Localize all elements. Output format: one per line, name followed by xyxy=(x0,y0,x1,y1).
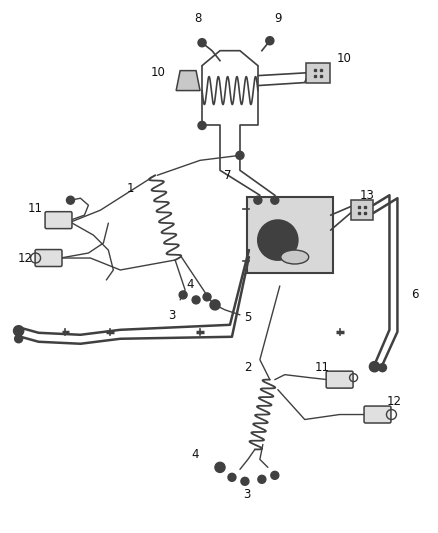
FancyBboxPatch shape xyxy=(45,212,72,229)
Circle shape xyxy=(192,296,200,304)
Text: 5: 5 xyxy=(244,311,251,325)
Circle shape xyxy=(14,326,24,336)
Text: 4: 4 xyxy=(191,448,199,461)
Ellipse shape xyxy=(281,250,309,264)
Circle shape xyxy=(266,228,290,252)
Circle shape xyxy=(244,480,247,483)
Circle shape xyxy=(273,474,276,477)
FancyBboxPatch shape xyxy=(326,371,353,388)
Circle shape xyxy=(198,39,206,47)
Circle shape xyxy=(198,122,206,130)
Text: 3: 3 xyxy=(243,488,251,501)
Text: 2: 2 xyxy=(244,361,252,374)
Circle shape xyxy=(230,476,233,479)
Text: 9: 9 xyxy=(274,12,282,25)
Circle shape xyxy=(254,196,262,204)
FancyBboxPatch shape xyxy=(306,63,330,83)
Circle shape xyxy=(236,151,244,159)
Polygon shape xyxy=(176,71,200,91)
Circle shape xyxy=(258,220,298,260)
Circle shape xyxy=(215,462,225,472)
FancyBboxPatch shape xyxy=(350,200,372,220)
Text: 6: 6 xyxy=(411,288,418,301)
Text: 13: 13 xyxy=(360,189,375,201)
Circle shape xyxy=(241,478,249,486)
Circle shape xyxy=(273,235,283,245)
Circle shape xyxy=(205,295,208,298)
Circle shape xyxy=(14,335,23,343)
FancyBboxPatch shape xyxy=(247,197,332,273)
Circle shape xyxy=(194,298,198,301)
Text: 10: 10 xyxy=(151,66,166,79)
Circle shape xyxy=(271,196,279,204)
Text: 7: 7 xyxy=(224,169,232,182)
FancyBboxPatch shape xyxy=(364,406,391,423)
Text: 10: 10 xyxy=(337,52,352,65)
Circle shape xyxy=(378,364,386,372)
Text: 3: 3 xyxy=(169,309,176,322)
Circle shape xyxy=(260,478,263,481)
FancyBboxPatch shape xyxy=(35,249,62,266)
Text: 4: 4 xyxy=(186,278,194,292)
Circle shape xyxy=(258,475,266,483)
Circle shape xyxy=(67,196,74,204)
Text: 1: 1 xyxy=(127,182,134,195)
Text: 11: 11 xyxy=(314,361,329,374)
Text: 12: 12 xyxy=(18,252,33,264)
Circle shape xyxy=(203,293,211,301)
Text: 11: 11 xyxy=(28,201,43,215)
Circle shape xyxy=(210,300,220,310)
Circle shape xyxy=(271,471,279,479)
Text: 12: 12 xyxy=(387,395,402,408)
Circle shape xyxy=(370,362,379,372)
Circle shape xyxy=(266,37,274,45)
Circle shape xyxy=(228,473,236,481)
Circle shape xyxy=(179,291,187,299)
Text: 8: 8 xyxy=(194,12,202,25)
Circle shape xyxy=(182,293,184,296)
